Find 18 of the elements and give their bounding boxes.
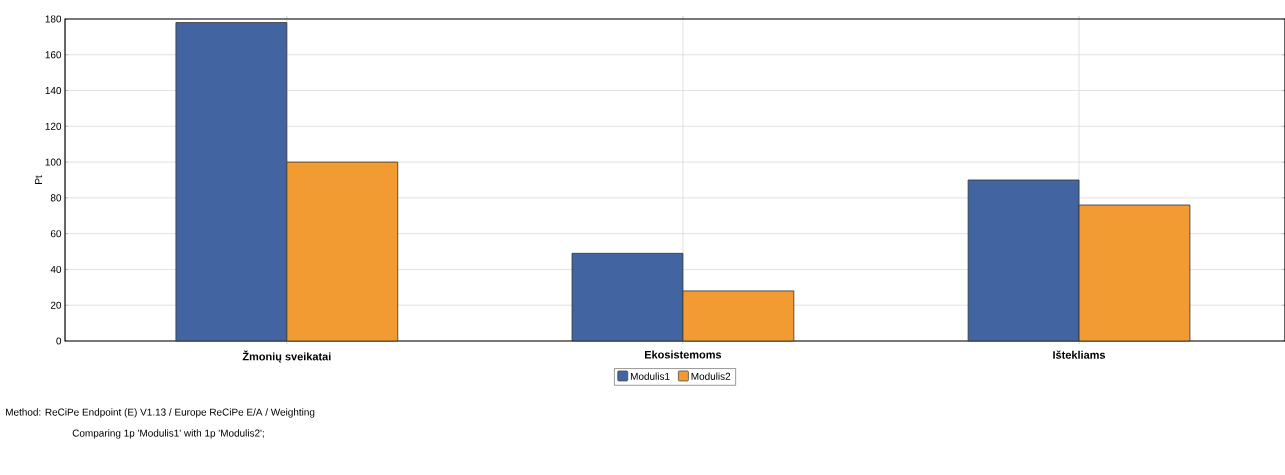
y-tick-label: 20	[50, 301, 62, 309]
y-tick-label: 0	[56, 337, 62, 345]
y-tick-label: 80	[50, 194, 62, 202]
y-tick-label: 120	[45, 122, 62, 130]
text: Comparing 1p 'Modulis1' with 1p 'Modulis2';	[72, 429, 264, 439]
y-tick-label: 60	[50, 230, 62, 238]
y-tick-label: 180	[45, 15, 62, 23]
x-tick-label: Žmonių sveikatai	[242, 350, 331, 363]
legend-label: Modulis2	[691, 372, 731, 380]
y-tick-label: 100	[45, 158, 62, 166]
x-tick-label: Ištekliams	[1053, 350, 1106, 359]
y-axis-title: Pt	[35, 175, 43, 184]
text: Method: ReCiPe Endpoint (E) V1.13 / Europe ReCiPe E/A / Weighting	[6, 408, 315, 418]
y-tick-label: 160	[45, 51, 62, 59]
y-tick-label: 40	[50, 265, 62, 273]
legend-label: Modulis1	[630, 372, 670, 380]
y-tick-label: 140	[45, 87, 62, 95]
x-tick-label: Ekosistemoms	[644, 350, 722, 359]
